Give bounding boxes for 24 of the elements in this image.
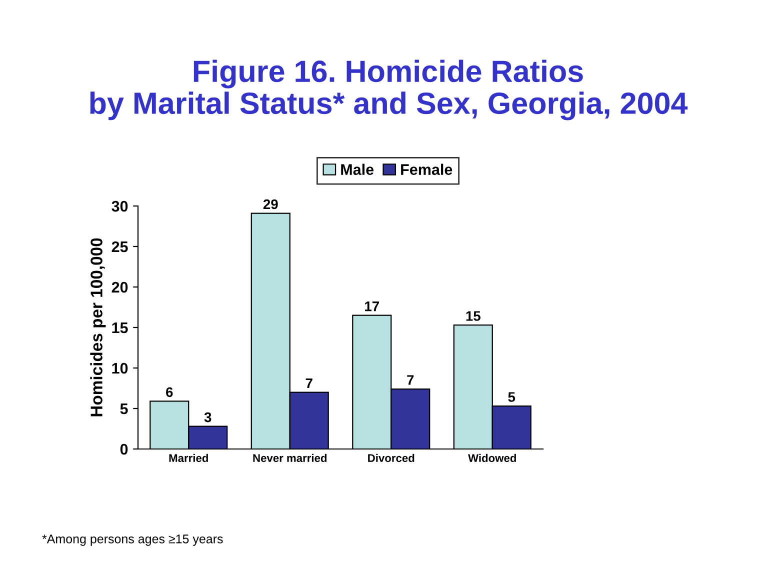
y-axis-title: Homicides per 100,000 (90, 238, 106, 416)
x-tick-label: Never married (253, 454, 327, 462)
data-label: 7 (306, 378, 312, 388)
legend-label: Male (341, 164, 374, 175)
y-tick-label: 5 (120, 404, 128, 414)
x-tick-label: Widowed (468, 454, 516, 462)
x-tick-label: Married (169, 454, 208, 462)
legend-label: Female (401, 164, 452, 175)
y-tick-label: 15 (112, 322, 128, 334)
y-tick-label: 0 (120, 444, 128, 455)
data-label: 5 (508, 392, 516, 402)
data-label: 15 (466, 311, 480, 321)
chart-title: Figure 16. Homicide Ratios by Marital Status* and Sex, Georgia, 2004 (90, 60, 688, 120)
y-tick-label: 20 (112, 282, 128, 293)
y-tick-label: 25 (112, 241, 128, 252)
data-label: 6 (166, 387, 173, 398)
y-tick-label: 10 (112, 362, 128, 374)
x-tick-label: Divorced (368, 454, 414, 462)
data-label: 3 (204, 412, 212, 422)
text: *Among persons ages ≥15 years (42, 534, 223, 546)
data-label: 17 (365, 302, 379, 312)
y-tick-label: 30 (112, 200, 128, 212)
data-label: 7 (407, 375, 414, 385)
data-label: 29 (263, 199, 278, 210)
